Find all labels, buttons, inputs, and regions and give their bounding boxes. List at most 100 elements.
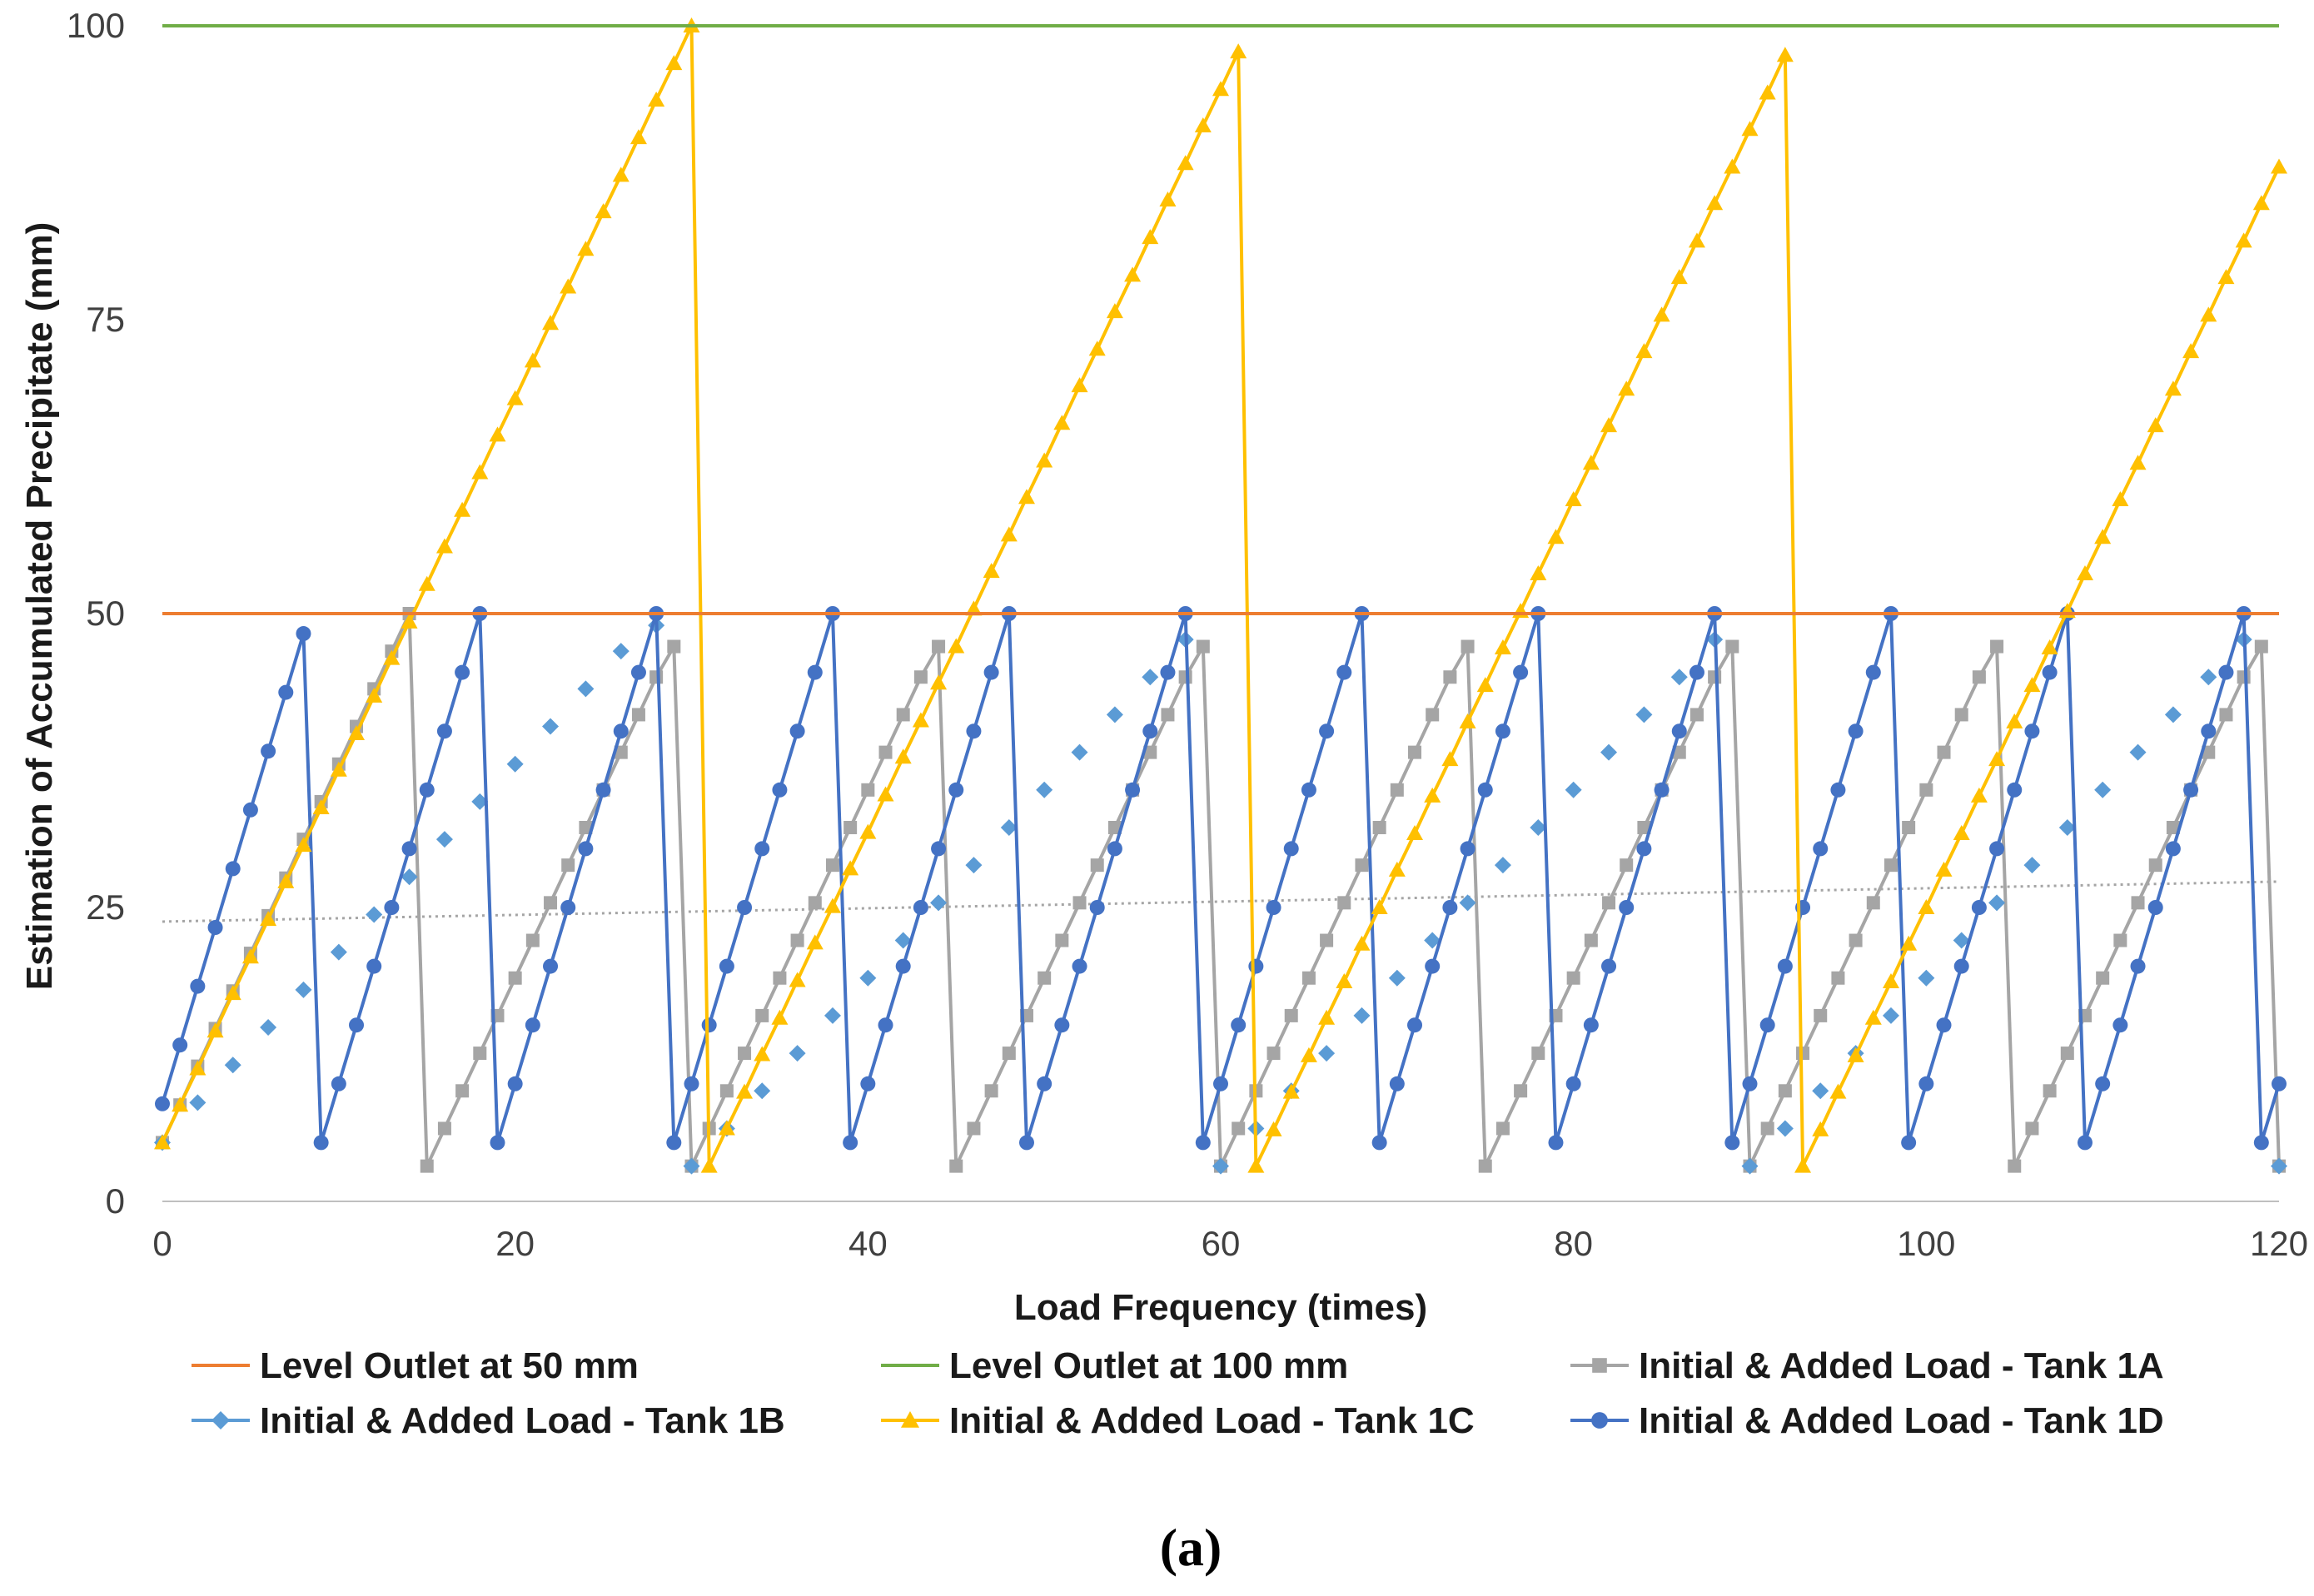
- data-point: [2077, 1135, 2093, 1151]
- legend-label: Initial & Added Load - Tank 1C: [949, 1400, 1475, 1441]
- axes: 0 20 40 60 80 100 120 0 25 50 75 100: [67, 6, 2308, 1263]
- data-point: [1000, 818, 1018, 836]
- data-point: [1320, 933, 1334, 947]
- data-point: [242, 802, 258, 818]
- data-point: [241, 948, 259, 964]
- data-point: [1441, 751, 1459, 767]
- y-axis-title: Estimation of Accumulated Precipitate (m…: [19, 222, 60, 991]
- data-point: [384, 900, 400, 915]
- data-point: [1107, 841, 1122, 857]
- data-point: [1461, 639, 1475, 654]
- data-point: [613, 723, 629, 739]
- data-point: [2254, 639, 2268, 654]
- legend-label: Initial & Added Load - Tank 1D: [1639, 1400, 2164, 1441]
- x-tick-label: 40: [848, 1224, 888, 1263]
- data-point: [1231, 1017, 1247, 1033]
- data-point: [2060, 1047, 2074, 1061]
- data-point: [859, 969, 877, 987]
- data-point: [1849, 933, 1863, 947]
- data-point: [1600, 743, 1618, 761]
- data-point: [260, 911, 277, 927]
- data-point: [1460, 841, 1475, 857]
- data-point: [2252, 195, 2270, 211]
- data-point: [1142, 669, 1159, 686]
- data-point: [912, 712, 929, 728]
- data-point: [1919, 783, 1933, 797]
- data-point: [1371, 1135, 1387, 1151]
- legend-item: Initial & Added Load - Tank 1A: [1570, 1345, 2164, 1386]
- series-6: [155, 606, 2287, 1151]
- data-point: [454, 501, 471, 517]
- data-point: [701, 1017, 717, 1033]
- data-point: [508, 971, 522, 985]
- data-point: [1565, 1076, 1581, 1091]
- series-line: [161, 24, 2281, 1168]
- data-point: [2006, 713, 2023, 728]
- data-point: [1742, 1076, 1758, 1091]
- data-point: [931, 841, 947, 857]
- data-point: [932, 639, 946, 654]
- legend-item: Initial & Added Load - Tank 1D: [1570, 1400, 2164, 1441]
- x-tick-label: 100: [1897, 1224, 1955, 1263]
- data-point: [1142, 723, 1158, 739]
- data-point: [612, 643, 630, 660]
- data-point: [2008, 1159, 2022, 1173]
- data-point: [1582, 455, 1600, 470]
- data-point: [524, 352, 541, 368]
- data-point: [842, 860, 859, 876]
- data-point: [172, 1037, 188, 1053]
- data-point: [1635, 343, 1653, 359]
- data-point: [2113, 933, 2127, 947]
- data-point: [1071, 377, 1088, 393]
- data-point: [2024, 723, 2040, 739]
- data-point: [1054, 1017, 1070, 1033]
- data-point: [1813, 841, 1829, 857]
- data-point: [667, 639, 681, 654]
- data-point: [2183, 782, 2199, 798]
- data-point: [1741, 121, 1759, 137]
- data-point: [437, 1121, 451, 1136]
- data-point: [1600, 417, 1618, 433]
- data-point: [2129, 743, 2147, 761]
- data-point: [2023, 677, 2041, 693]
- data-point: [1106, 706, 1123, 723]
- data-point: [1724, 1135, 1740, 1151]
- data-point: [577, 680, 595, 698]
- data-point: [1160, 664, 1176, 680]
- data-point: [894, 748, 912, 764]
- data-point: [966, 723, 982, 739]
- data-point: [1388, 861, 1406, 877]
- data-point: [260, 1019, 277, 1037]
- data-point: [1671, 723, 1687, 739]
- data-point: [473, 1047, 487, 1061]
- data-point: [1337, 896, 1351, 910]
- data-point: [1002, 1047, 1016, 1061]
- data-point: [1038, 971, 1052, 985]
- data-point: [1530, 818, 1547, 836]
- data-point: [595, 203, 612, 219]
- data-point: [1990, 639, 2004, 654]
- data-point: [2058, 818, 2076, 836]
- data-point: [366, 958, 382, 974]
- series-5: [154, 17, 2287, 1173]
- data-point: [1494, 639, 1511, 654]
- data-point: [719, 958, 734, 974]
- data-point: [789, 1045, 806, 1062]
- data-point: [2147, 900, 2163, 915]
- data-point: [1089, 900, 1105, 915]
- data-point: [1424, 932, 1441, 949]
- data-point: [1372, 820, 1386, 834]
- data-point: [1513, 664, 1529, 680]
- y-tick-label: 0: [106, 1181, 125, 1221]
- data-point: [471, 793, 489, 810]
- data-point: [1882, 1007, 1899, 1024]
- data-point: [2043, 1084, 2057, 1098]
- y-tick-label: 25: [86, 887, 125, 927]
- data-point: [190, 978, 206, 994]
- data-point: [295, 981, 312, 998]
- data-point: [878, 745, 893, 759]
- data-point: [1937, 745, 1951, 759]
- data-point: [736, 1083, 754, 1099]
- x-tick-label: 80: [1554, 1224, 1593, 1263]
- data-point: [1301, 782, 1316, 798]
